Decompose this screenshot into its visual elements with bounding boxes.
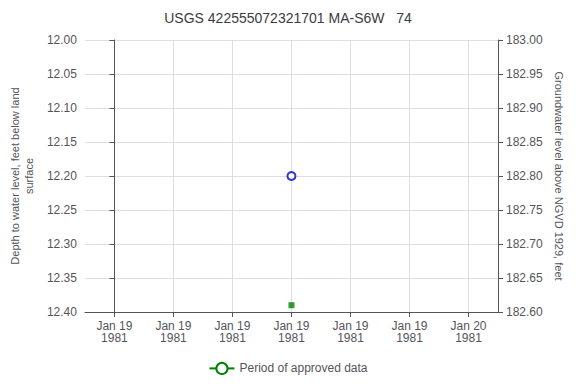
svg-text:Jan 19: Jan 19 — [391, 319, 428, 333]
svg-text:surface: surface — [23, 158, 35, 194]
svg-text:Jan 19: Jan 19 — [273, 319, 310, 333]
svg-text:Jan 19: Jan 19 — [332, 319, 369, 333]
svg-text:USGS 422555072321701 MA-S6W: USGS 422555072321701 MA-S6W 74 — [164, 10, 412, 26]
svg-text:12.05: 12.05 — [47, 67, 77, 81]
svg-text:12.40: 12.40 — [47, 305, 77, 319]
svg-text:12.15: 12.15 — [47, 135, 77, 149]
svg-text:182.65: 182.65 — [506, 271, 543, 285]
svg-text:182.80: 182.80 — [506, 169, 543, 183]
svg-text:1981: 1981 — [455, 331, 482, 345]
svg-text:12.35: 12.35 — [47, 271, 77, 285]
svg-text:1981: 1981 — [160, 331, 187, 345]
svg-text:Jan 20: Jan 20 — [450, 319, 487, 333]
svg-text:12.00: 12.00 — [47, 33, 77, 47]
svg-text:Period of approved data: Period of approved data — [239, 361, 367, 375]
svg-text:12.10: 12.10 — [47, 101, 77, 115]
svg-text:1981: 1981 — [337, 331, 364, 345]
svg-text:182.60: 182.60 — [506, 305, 543, 319]
svg-text:Jan 19: Jan 19 — [155, 319, 192, 333]
svg-text:Depth to water level, feet bel: Depth to water level, feet below land — [9, 87, 21, 264]
svg-text:183.00: 183.00 — [506, 33, 543, 47]
svg-text:12.30: 12.30 — [47, 237, 77, 251]
svg-text:Groundwater level above NGVD 1: Groundwater level above NGVD 1929, feet — [553, 71, 565, 280]
svg-text:182.95: 182.95 — [506, 67, 543, 81]
svg-text:182.85: 182.85 — [506, 135, 543, 149]
svg-text:Jan 19: Jan 19 — [96, 319, 133, 333]
svg-text:12.25: 12.25 — [47, 203, 77, 217]
svg-text:182.90: 182.90 — [506, 101, 543, 115]
svg-text:1981: 1981 — [396, 331, 423, 345]
svg-text:12.20: 12.20 — [47, 169, 77, 183]
svg-text:Jan 19: Jan 19 — [214, 319, 251, 333]
svg-text:182.75: 182.75 — [506, 203, 543, 217]
svg-text:1981: 1981 — [278, 331, 305, 345]
svg-text:1981: 1981 — [101, 331, 128, 345]
svg-text:1981: 1981 — [219, 331, 246, 345]
svg-text:182.70: 182.70 — [506, 237, 543, 251]
